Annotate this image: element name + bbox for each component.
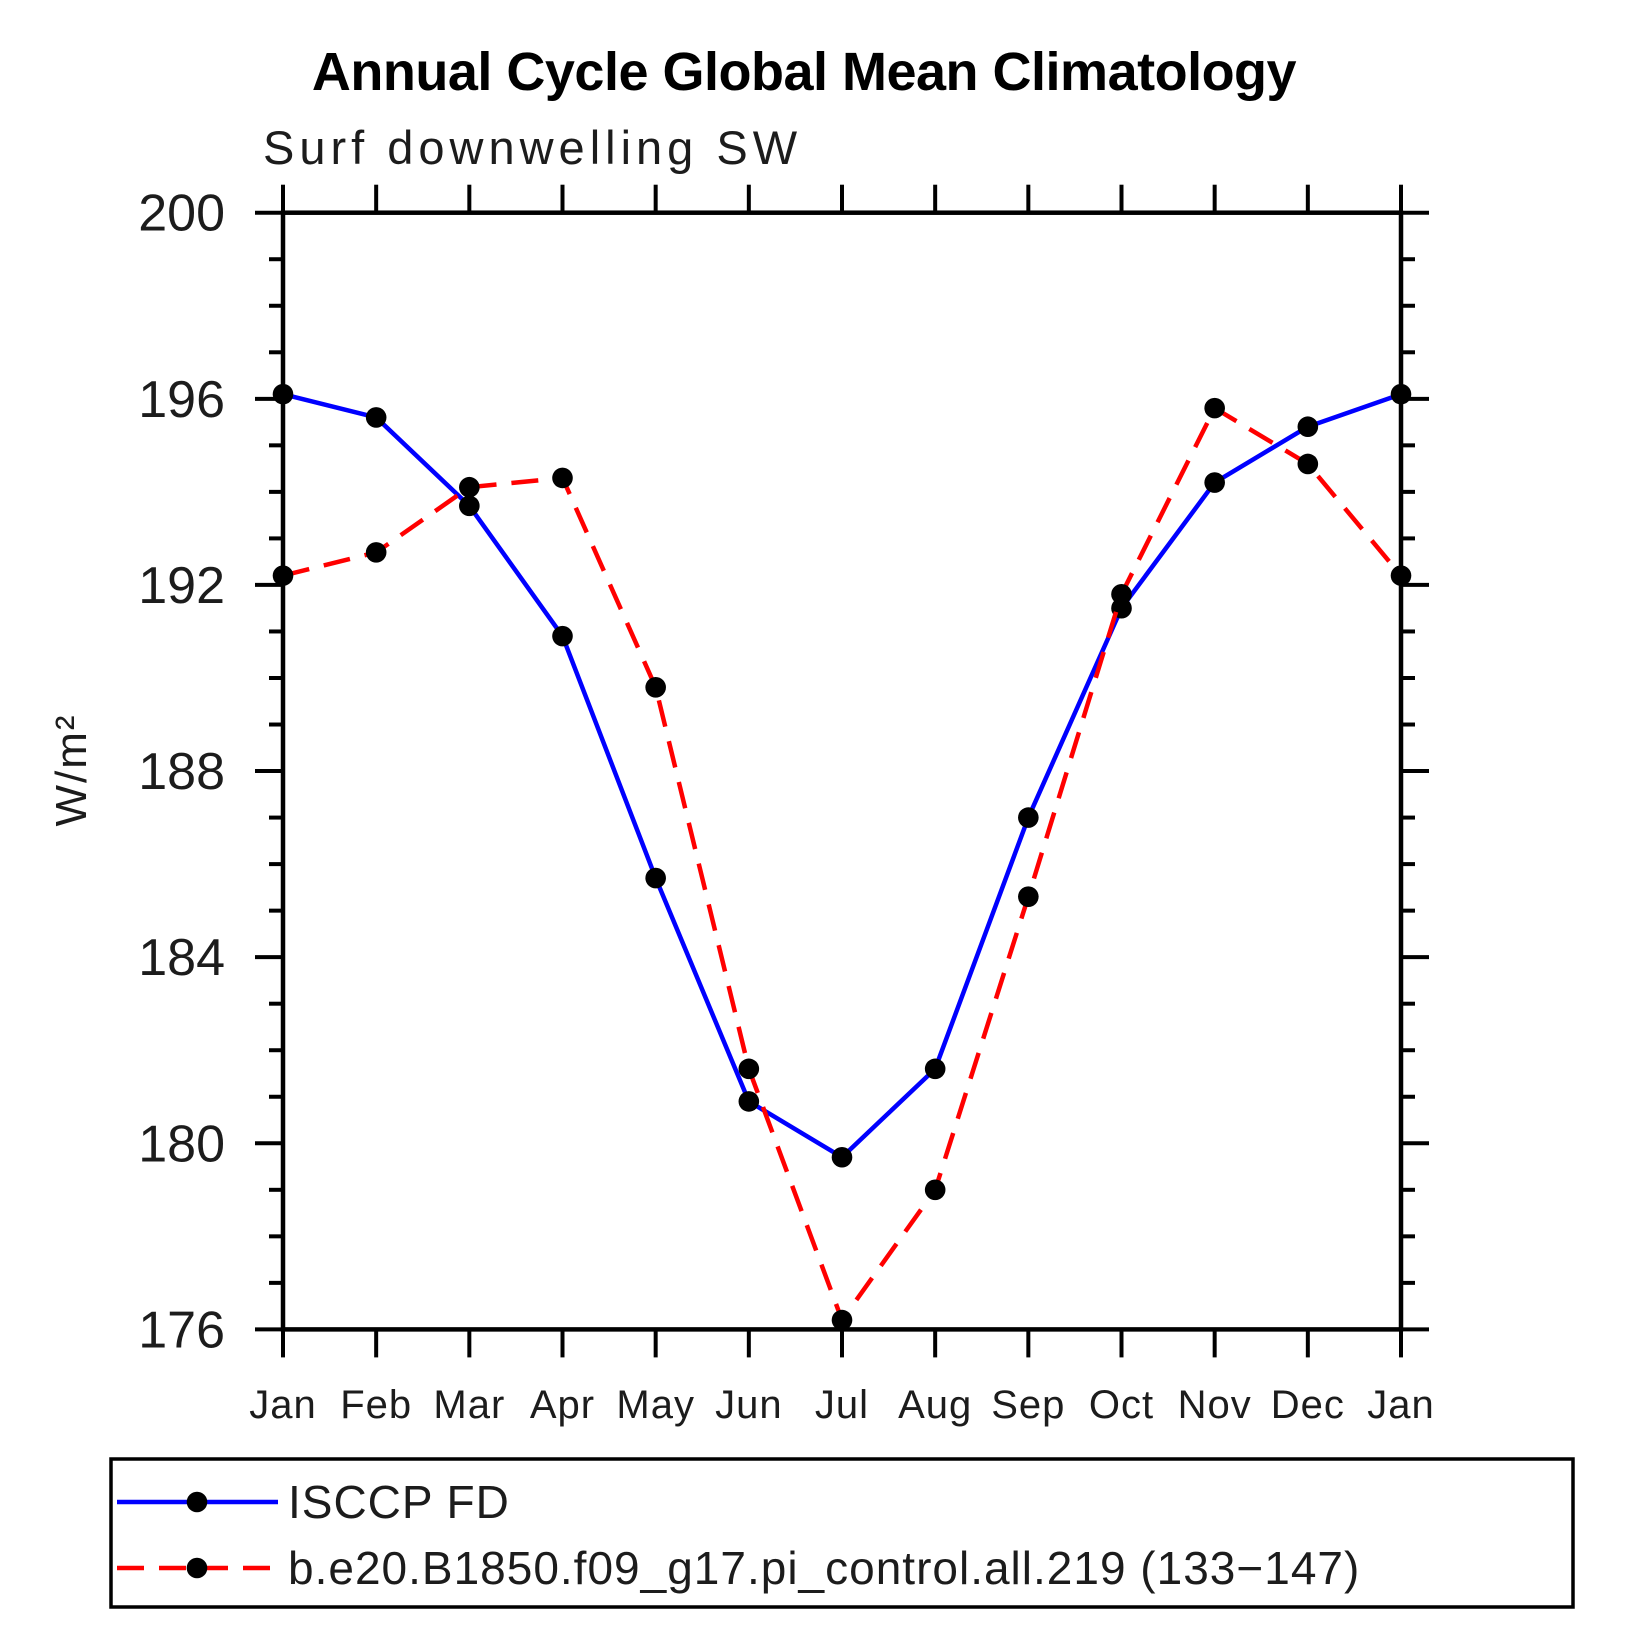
y-tick-label: 176 bbox=[138, 1301, 225, 1359]
data-point-marker-s0-Jun bbox=[738, 1091, 760, 1112]
data-point-marker-s0-Mar bbox=[459, 495, 480, 517]
data-point-marker-s1-Aug bbox=[924, 1179, 946, 1201]
data-point-marker-s1-Mar bbox=[459, 476, 480, 498]
chart-subtitle: Surf downwelling SW bbox=[263, 121, 802, 174]
y-tick-label: 200 bbox=[138, 185, 225, 243]
legend-item-1-label: b.e20.B1850.f09_g17.pi_control.all.219 (… bbox=[288, 1542, 1360, 1594]
legend-item-0-marker bbox=[186, 1491, 208, 1513]
y-tick-label: 192 bbox=[138, 557, 225, 615]
legend-item-0-label: ISCCP FD bbox=[288, 1476, 510, 1528]
x-tick-label: Nov bbox=[1178, 1383, 1252, 1427]
data-point-marker-s1-Nov bbox=[1204, 397, 1225, 419]
data-point-marker-s1-Jun bbox=[738, 1058, 760, 1080]
x-tick-label: Jan bbox=[249, 1383, 317, 1427]
data-point-marker-s0-Jul bbox=[831, 1146, 853, 1168]
y-axis-label: W/m² bbox=[47, 713, 96, 826]
data-point-marker-s1-Feb bbox=[365, 542, 387, 563]
data-point-marker-s1-Sep bbox=[1018, 886, 1039, 907]
data-point-marker-s0-Nov bbox=[1204, 472, 1225, 493]
data-point-marker-s1-Apr bbox=[552, 467, 573, 489]
data-point-marker-s0-Feb bbox=[365, 407, 387, 428]
data-point-marker-s0-May bbox=[645, 867, 666, 889]
plot-series bbox=[272, 383, 1412, 1331]
y-tick-label: 196 bbox=[138, 371, 225, 429]
chart-title: Annual Cycle Global Mean Climatology bbox=[312, 42, 1297, 102]
data-point-marker-s0-Jan bbox=[1390, 383, 1412, 405]
data-point-marker-s1-Jan bbox=[272, 565, 294, 586]
x-tick-label: Mar bbox=[433, 1383, 505, 1427]
data-point-marker-s0-Dec bbox=[1297, 416, 1319, 438]
x-tick-label: Jan bbox=[1367, 1383, 1435, 1427]
data-point-marker-s1-Jan bbox=[1390, 565, 1412, 586]
x-tick-label: Dec bbox=[1271, 1383, 1345, 1427]
data-point-marker-s0-Jan bbox=[272, 383, 294, 405]
x-tick-label: Feb bbox=[340, 1383, 412, 1427]
x-tick-label: Jun bbox=[715, 1383, 783, 1427]
data-point-marker-s0-Apr bbox=[552, 625, 573, 647]
y-tick-label: 180 bbox=[138, 1115, 225, 1173]
legend: ISCCP FD b.e20.B1850.f09_g17.pi_control.a… bbox=[109, 1457, 1575, 1609]
data-point-marker-s1-May bbox=[645, 676, 666, 698]
x-tick-label: Apr bbox=[530, 1383, 595, 1427]
data-point-marker-s1-Oct bbox=[1111, 583, 1132, 605]
x-tick-label: Sep bbox=[991, 1383, 1065, 1427]
y-tick-label: 188 bbox=[138, 743, 225, 801]
data-point-marker-s0-Aug bbox=[924, 1058, 946, 1080]
x-tick-label: Aug bbox=[898, 1383, 972, 1427]
data-point-marker-s0-Sep bbox=[1018, 807, 1039, 828]
legend-item-1-marker bbox=[186, 1557, 208, 1579]
y-tick-label: 184 bbox=[138, 929, 225, 987]
x-tick-label: Jul bbox=[815, 1383, 869, 1427]
plot-axes: Jan Feb Mar Apr May Jun Jul Aug Sep Oct Nov Dec Jan 1… bbox=[138, 184, 1435, 1427]
legend-box bbox=[109, 1457, 1575, 1609]
data-point-marker-s1-Dec bbox=[1297, 453, 1319, 475]
x-tick-label: Oct bbox=[1089, 1383, 1154, 1427]
x-tick-label: May bbox=[616, 1383, 695, 1427]
data-point-marker-s1-Jul bbox=[831, 1309, 853, 1331]
